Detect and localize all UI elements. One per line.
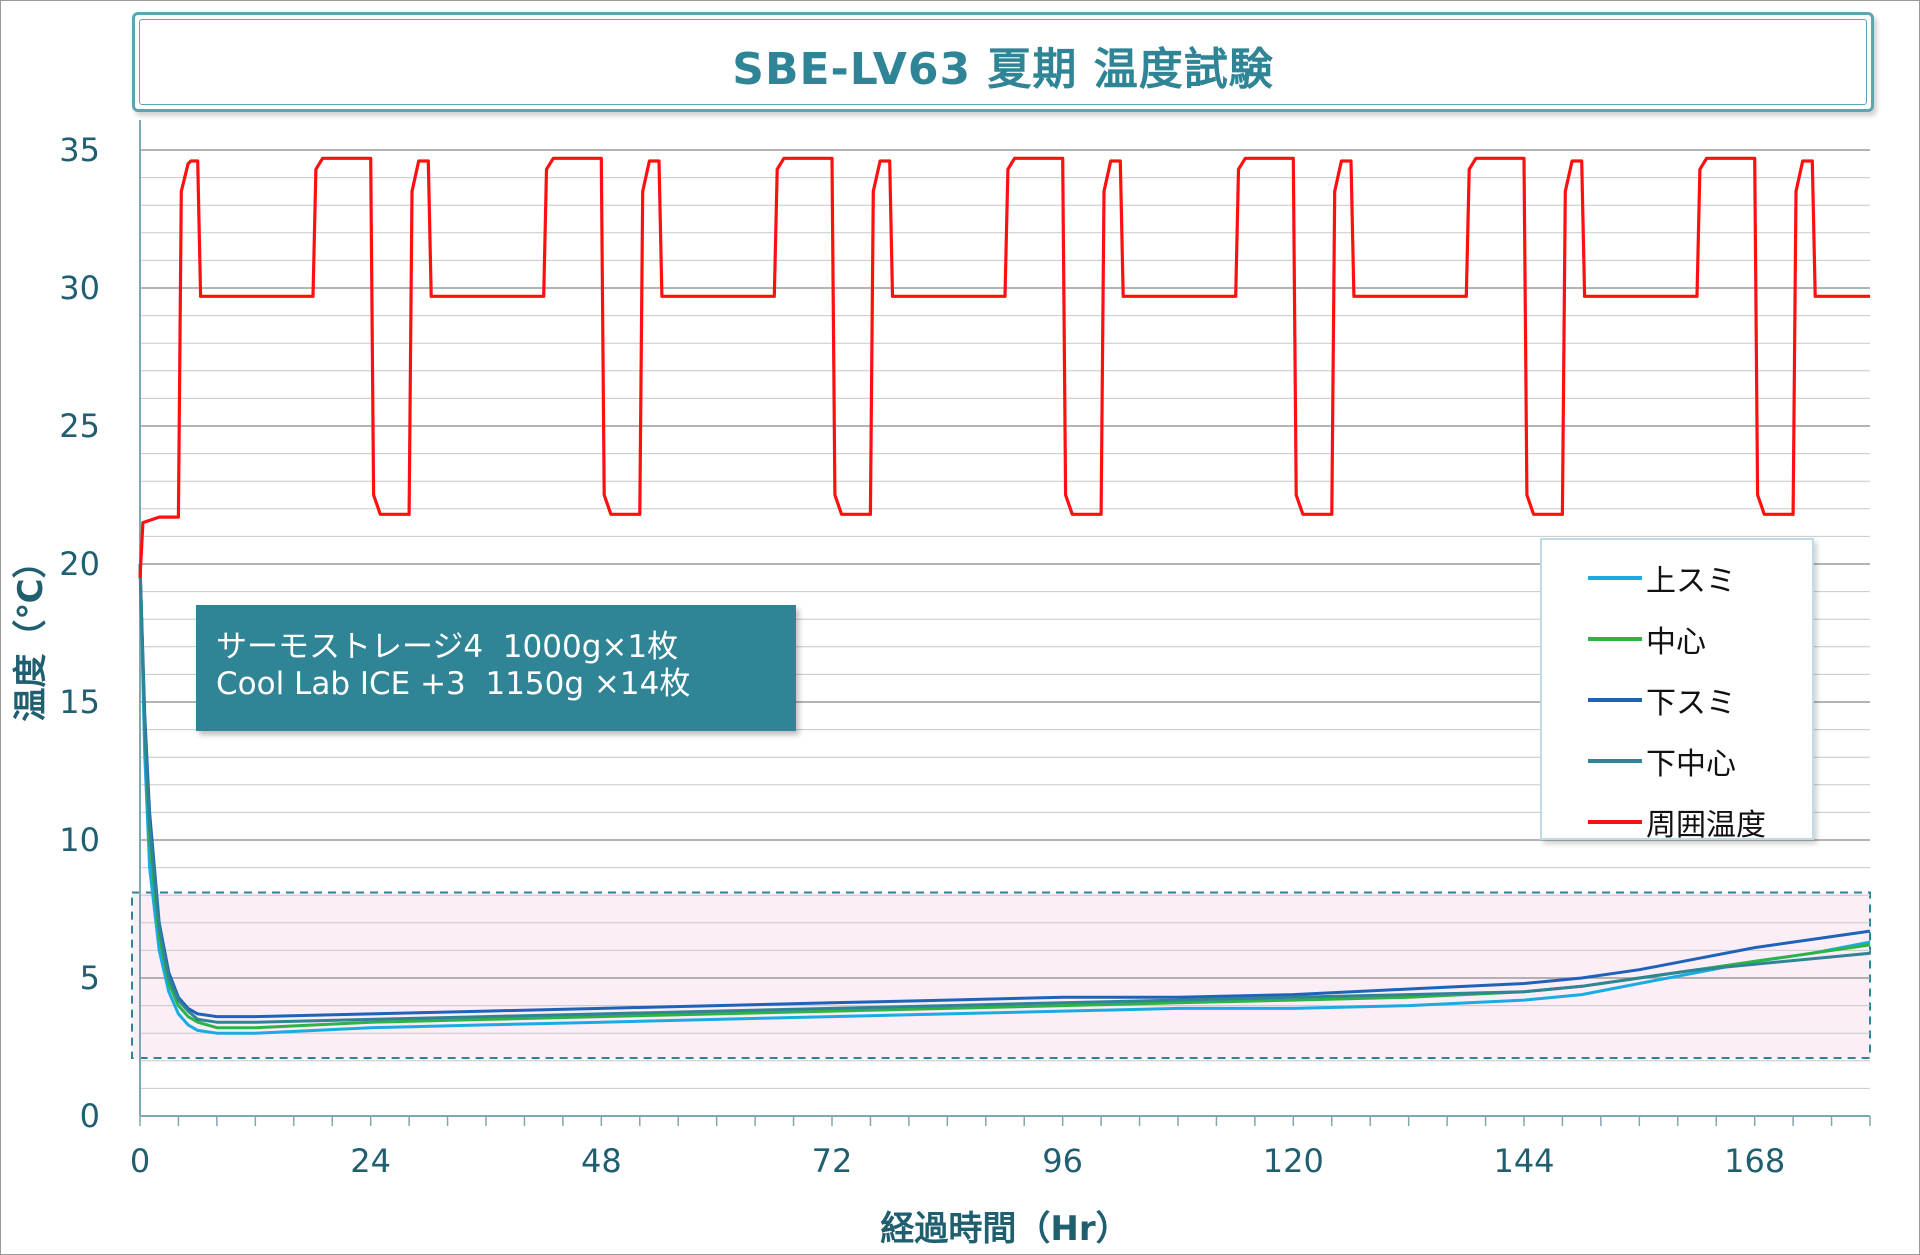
legend-label: 上スミ: [1646, 564, 1736, 599]
legend-swatch: [1588, 759, 1642, 763]
legend-label: 周囲温度: [1646, 808, 1766, 843]
x-tick-label: 168: [1724, 1142, 1785, 1180]
note-line-2: Cool Lab ICE +3 1150g ×14枚: [216, 666, 691, 702]
legend-swatch: [1588, 637, 1642, 641]
target-range-band: [131, 891, 1871, 1060]
legend-swatch: [1588, 820, 1642, 824]
chart-title-box: SBE-LV63 夏期 温度試験: [132, 12, 1874, 112]
x-tick-label: 144: [1493, 1142, 1554, 1180]
x-axis-title: 経過時間（Hr）: [880, 1209, 1129, 1249]
x-tick-label: 96: [1042, 1142, 1083, 1180]
note-line-1: サーモストレージ4 1000g×1枚: [216, 629, 679, 665]
legend-label: 中心: [1646, 625, 1706, 660]
y-tick-label: 35: [59, 131, 100, 169]
test-conditions-note: サーモストレージ4 1000g×1枚 Cool Lab ICE +3 1150g…: [196, 605, 796, 731]
y-axis-title: 温度（℃）: [11, 544, 51, 721]
legend-label: 下スミ: [1646, 686, 1736, 721]
x-tick-label: 24: [350, 1142, 391, 1180]
series-line-2: [138, 563, 1871, 1019]
legend-swatch: [1588, 576, 1642, 580]
legend-item: 下スミ: [1588, 680, 1736, 721]
legend-item: 中心: [1588, 619, 1706, 660]
x-tick-label: 72: [812, 1142, 853, 1180]
legend-item: 下中心: [1588, 741, 1736, 782]
series-line-3: [138, 563, 1871, 1024]
y-tick-label: 20: [59, 545, 100, 583]
series-line-0: [138, 563, 1871, 1035]
target-range-rect: [131, 891, 1871, 1060]
y-tick-label: 10: [59, 821, 100, 859]
legend: 上スミ中心下スミ下中心周囲温度: [1540, 538, 1814, 843]
series-lines: [138, 156, 1871, 1035]
legend-swatch: [1588, 698, 1642, 702]
x-tick-label: 120: [1263, 1142, 1324, 1180]
series-line-4: [138, 156, 1870, 578]
y-tick-label: 5: [80, 959, 100, 997]
legend-item: 周囲温度: [1588, 802, 1766, 843]
y-tick-label: 25: [59, 407, 100, 445]
y-tick-label: 0: [80, 1097, 100, 1135]
y-tick-label: 15: [59, 683, 100, 721]
legend-label: 下中心: [1646, 747, 1736, 782]
x-tick-label: 48: [581, 1142, 622, 1180]
legend-item: 上スミ: [1588, 558, 1736, 599]
y-tick-label: 30: [59, 269, 100, 307]
tick-labels: 0 5 10 15 20 25 30 35 0 24 48 72 96 120 144 168: [59, 131, 1785, 1180]
x-tick-label: 0: [130, 1142, 150, 1180]
